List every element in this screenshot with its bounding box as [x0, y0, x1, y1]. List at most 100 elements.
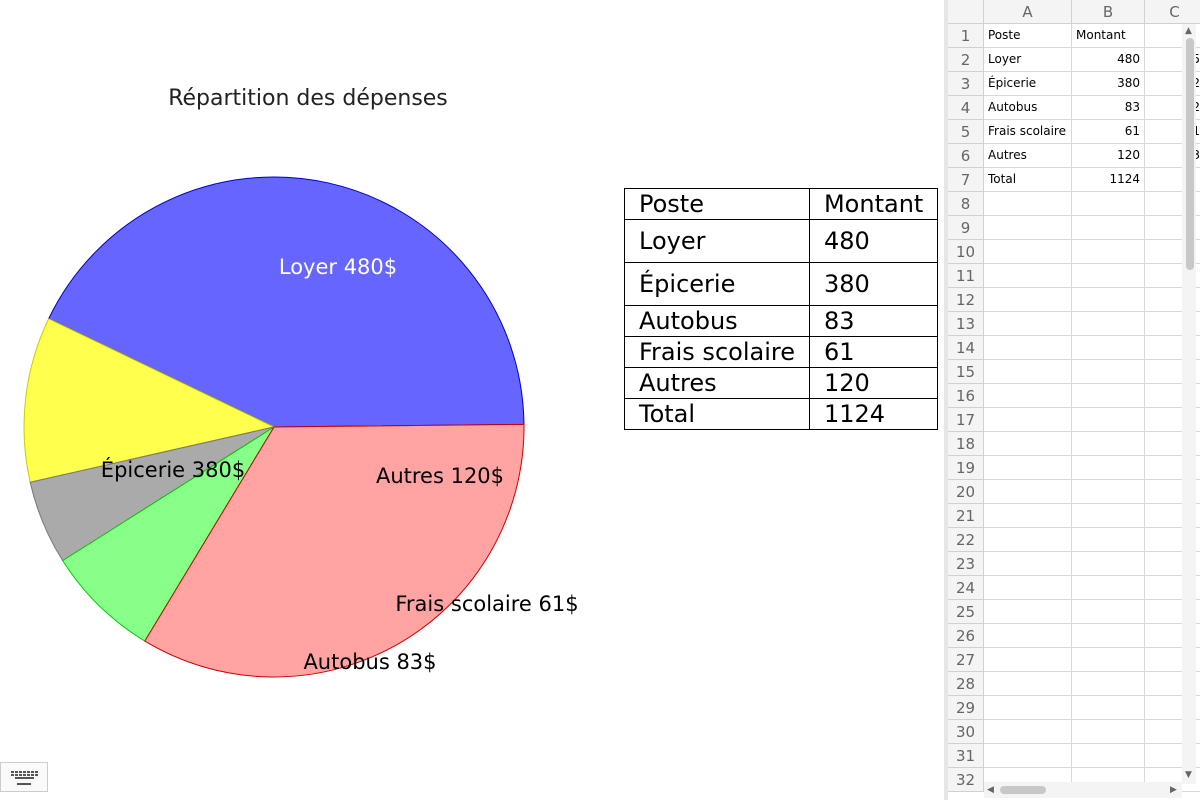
horizontal-scroll-thumb[interactable] — [1000, 786, 1046, 794]
spreadsheet-cell[interactable] — [984, 552, 1072, 576]
spreadsheet-cell[interactable] — [1145, 360, 1200, 384]
spreadsheet-cell[interactable] — [1145, 312, 1200, 336]
spreadsheet-cell[interactable] — [1072, 264, 1145, 288]
spreadsheet-cell[interactable] — [1072, 600, 1145, 624]
row-header[interactable]: 6 — [948, 144, 984, 168]
row-header[interactable]: 26 — [948, 624, 984, 648]
spreadsheet-cell[interactable] — [1072, 504, 1145, 528]
spreadsheet-cell[interactable]: 3 — [1145, 144, 1200, 168]
spreadsheet-cell[interactable] — [984, 432, 1072, 456]
scroll-left-icon[interactable]: ◀ — [987, 785, 994, 795]
spreadsheet-cell[interactable] — [984, 528, 1072, 552]
spreadsheet-cell[interactable]: 1124 — [1072, 168, 1145, 192]
row-header[interactable]: 15 — [948, 360, 984, 384]
row-header[interactable]: 9 — [948, 216, 984, 240]
row-header[interactable]: 14 — [948, 336, 984, 360]
spreadsheet-cell[interactable] — [1145, 672, 1200, 696]
row-header[interactable]: 30 — [948, 720, 984, 744]
spreadsheet-cell[interactable] — [1145, 576, 1200, 600]
scroll-up-icon[interactable]: ▲ — [1185, 26, 1192, 36]
row-header[interactable]: 2 — [948, 48, 984, 72]
vertical-scrollbar[interactable]: ▲ ▼ — [1182, 24, 1196, 784]
spreadsheet-cell[interactable] — [1145, 480, 1200, 504]
spreadsheet-cell[interactable] — [984, 600, 1072, 624]
spreadsheet-cell[interactable] — [984, 336, 1072, 360]
spreadsheet-view[interactable]: ABC1PosteMontant2Loyer480153Épicerie3801… — [948, 0, 1200, 800]
spreadsheet-cell[interactable] — [984, 672, 1072, 696]
spreadsheet-cell[interactable] — [1145, 696, 1200, 720]
graphics-view[interactable]: Répartition des dépenses Loyer 480$ Autre… — [0, 0, 944, 800]
row-header[interactable]: 18 — [948, 432, 984, 456]
spreadsheet-cell[interactable]: Loyer — [984, 48, 1072, 72]
spreadsheet-cell[interactable] — [984, 480, 1072, 504]
spreadsheet-cell[interactable] — [1072, 720, 1145, 744]
spreadsheet-cell[interactable] — [984, 264, 1072, 288]
spreadsheet-cell[interactable] — [1145, 408, 1200, 432]
spreadsheet-cell[interactable] — [1145, 504, 1200, 528]
spreadsheet-cell[interactable] — [1145, 216, 1200, 240]
spreadsheet-cell[interactable] — [1072, 528, 1145, 552]
row-header[interactable]: 10 — [948, 240, 984, 264]
spreadsheet-cell[interactable] — [984, 696, 1072, 720]
spreadsheet-cell[interactable] — [1072, 480, 1145, 504]
scroll-down-icon[interactable]: ▼ — [1185, 770, 1192, 780]
row-header[interactable]: 3 — [948, 72, 984, 96]
row-header[interactable]: 5 — [948, 120, 984, 144]
spreadsheet-cell[interactable]: 61 — [1072, 120, 1145, 144]
spreadsheet-cell[interactable] — [1072, 576, 1145, 600]
spreadsheet-cell[interactable] — [984, 504, 1072, 528]
spreadsheet-cell[interactable] — [1072, 672, 1145, 696]
row-header[interactable]: 8 — [948, 192, 984, 216]
spreadsheet-cell[interactable] — [1072, 624, 1145, 648]
spreadsheet-cell[interactable] — [1072, 336, 1145, 360]
spreadsheet-cell[interactable] — [984, 384, 1072, 408]
row-header[interactable]: 24 — [948, 576, 984, 600]
row-header[interactable]: 4 — [948, 96, 984, 120]
spreadsheet-cell[interactable] — [1145, 192, 1200, 216]
spreadsheet-cell[interactable] — [1145, 168, 1200, 192]
row-header[interactable]: 27 — [948, 648, 984, 672]
spreadsheet-cell[interactable]: 1 — [1145, 120, 1200, 144]
spreadsheet-cell[interactable]: Montant — [1072, 24, 1145, 48]
spreadsheet-cell[interactable] — [1072, 384, 1145, 408]
spreadsheet-cell[interactable] — [1072, 744, 1145, 768]
spreadsheet-cell[interactable] — [1145, 528, 1200, 552]
spreadsheet-cell[interactable] — [1072, 456, 1145, 480]
spreadsheet-cell[interactable] — [984, 288, 1072, 312]
spreadsheet-cell[interactable] — [1145, 744, 1200, 768]
spreadsheet-cell[interactable] — [984, 312, 1072, 336]
row-header[interactable]: 17 — [948, 408, 984, 432]
spreadsheet-cell[interactable] — [1145, 720, 1200, 744]
spreadsheet-cell[interactable]: Épicerie — [984, 72, 1072, 96]
spreadsheet-cell[interactable]: Poste — [984, 24, 1072, 48]
row-header[interactable]: 31 — [948, 744, 984, 768]
spreadsheet-cell[interactable] — [984, 576, 1072, 600]
spreadsheet-cell[interactable]: Total — [984, 168, 1072, 192]
column-header[interactable]: A — [984, 0, 1072, 24]
row-header[interactable]: 16 — [948, 384, 984, 408]
spreadsheet-cell[interactable]: Autobus — [984, 96, 1072, 120]
spreadsheet-cell[interactable] — [984, 456, 1072, 480]
row-header[interactable]: 1 — [948, 24, 984, 48]
spreadsheet-cell[interactable] — [1145, 624, 1200, 648]
spreadsheet-cell[interactable] — [1145, 240, 1200, 264]
row-header[interactable]: 7 — [948, 168, 984, 192]
spreadsheet-cell[interactable] — [1072, 432, 1145, 456]
spreadsheet-cell[interactable]: 2 — [1145, 96, 1200, 120]
spreadsheet-cell[interactable]: 120 — [1072, 144, 1145, 168]
row-header[interactable]: 12 — [948, 288, 984, 312]
spreadsheet-cell[interactable] — [1072, 648, 1145, 672]
spreadsheet-cell[interactable] — [1072, 552, 1145, 576]
row-header[interactable]: 13 — [948, 312, 984, 336]
select-all-corner[interactable] — [948, 0, 984, 24]
spreadsheet-cell[interactable] — [984, 192, 1072, 216]
spreadsheet-cell[interactable]: Autres — [984, 144, 1072, 168]
spreadsheet-cell[interactable] — [984, 624, 1072, 648]
spreadsheet-cell[interactable] — [1072, 288, 1145, 312]
row-header[interactable]: 25 — [948, 600, 984, 624]
row-header[interactable]: 21 — [948, 504, 984, 528]
spreadsheet-cell[interactable] — [984, 648, 1072, 672]
spreadsheet-cell[interactable] — [1072, 696, 1145, 720]
spreadsheet-cell[interactable] — [984, 720, 1072, 744]
spreadsheet-cell[interactable] — [1145, 384, 1200, 408]
